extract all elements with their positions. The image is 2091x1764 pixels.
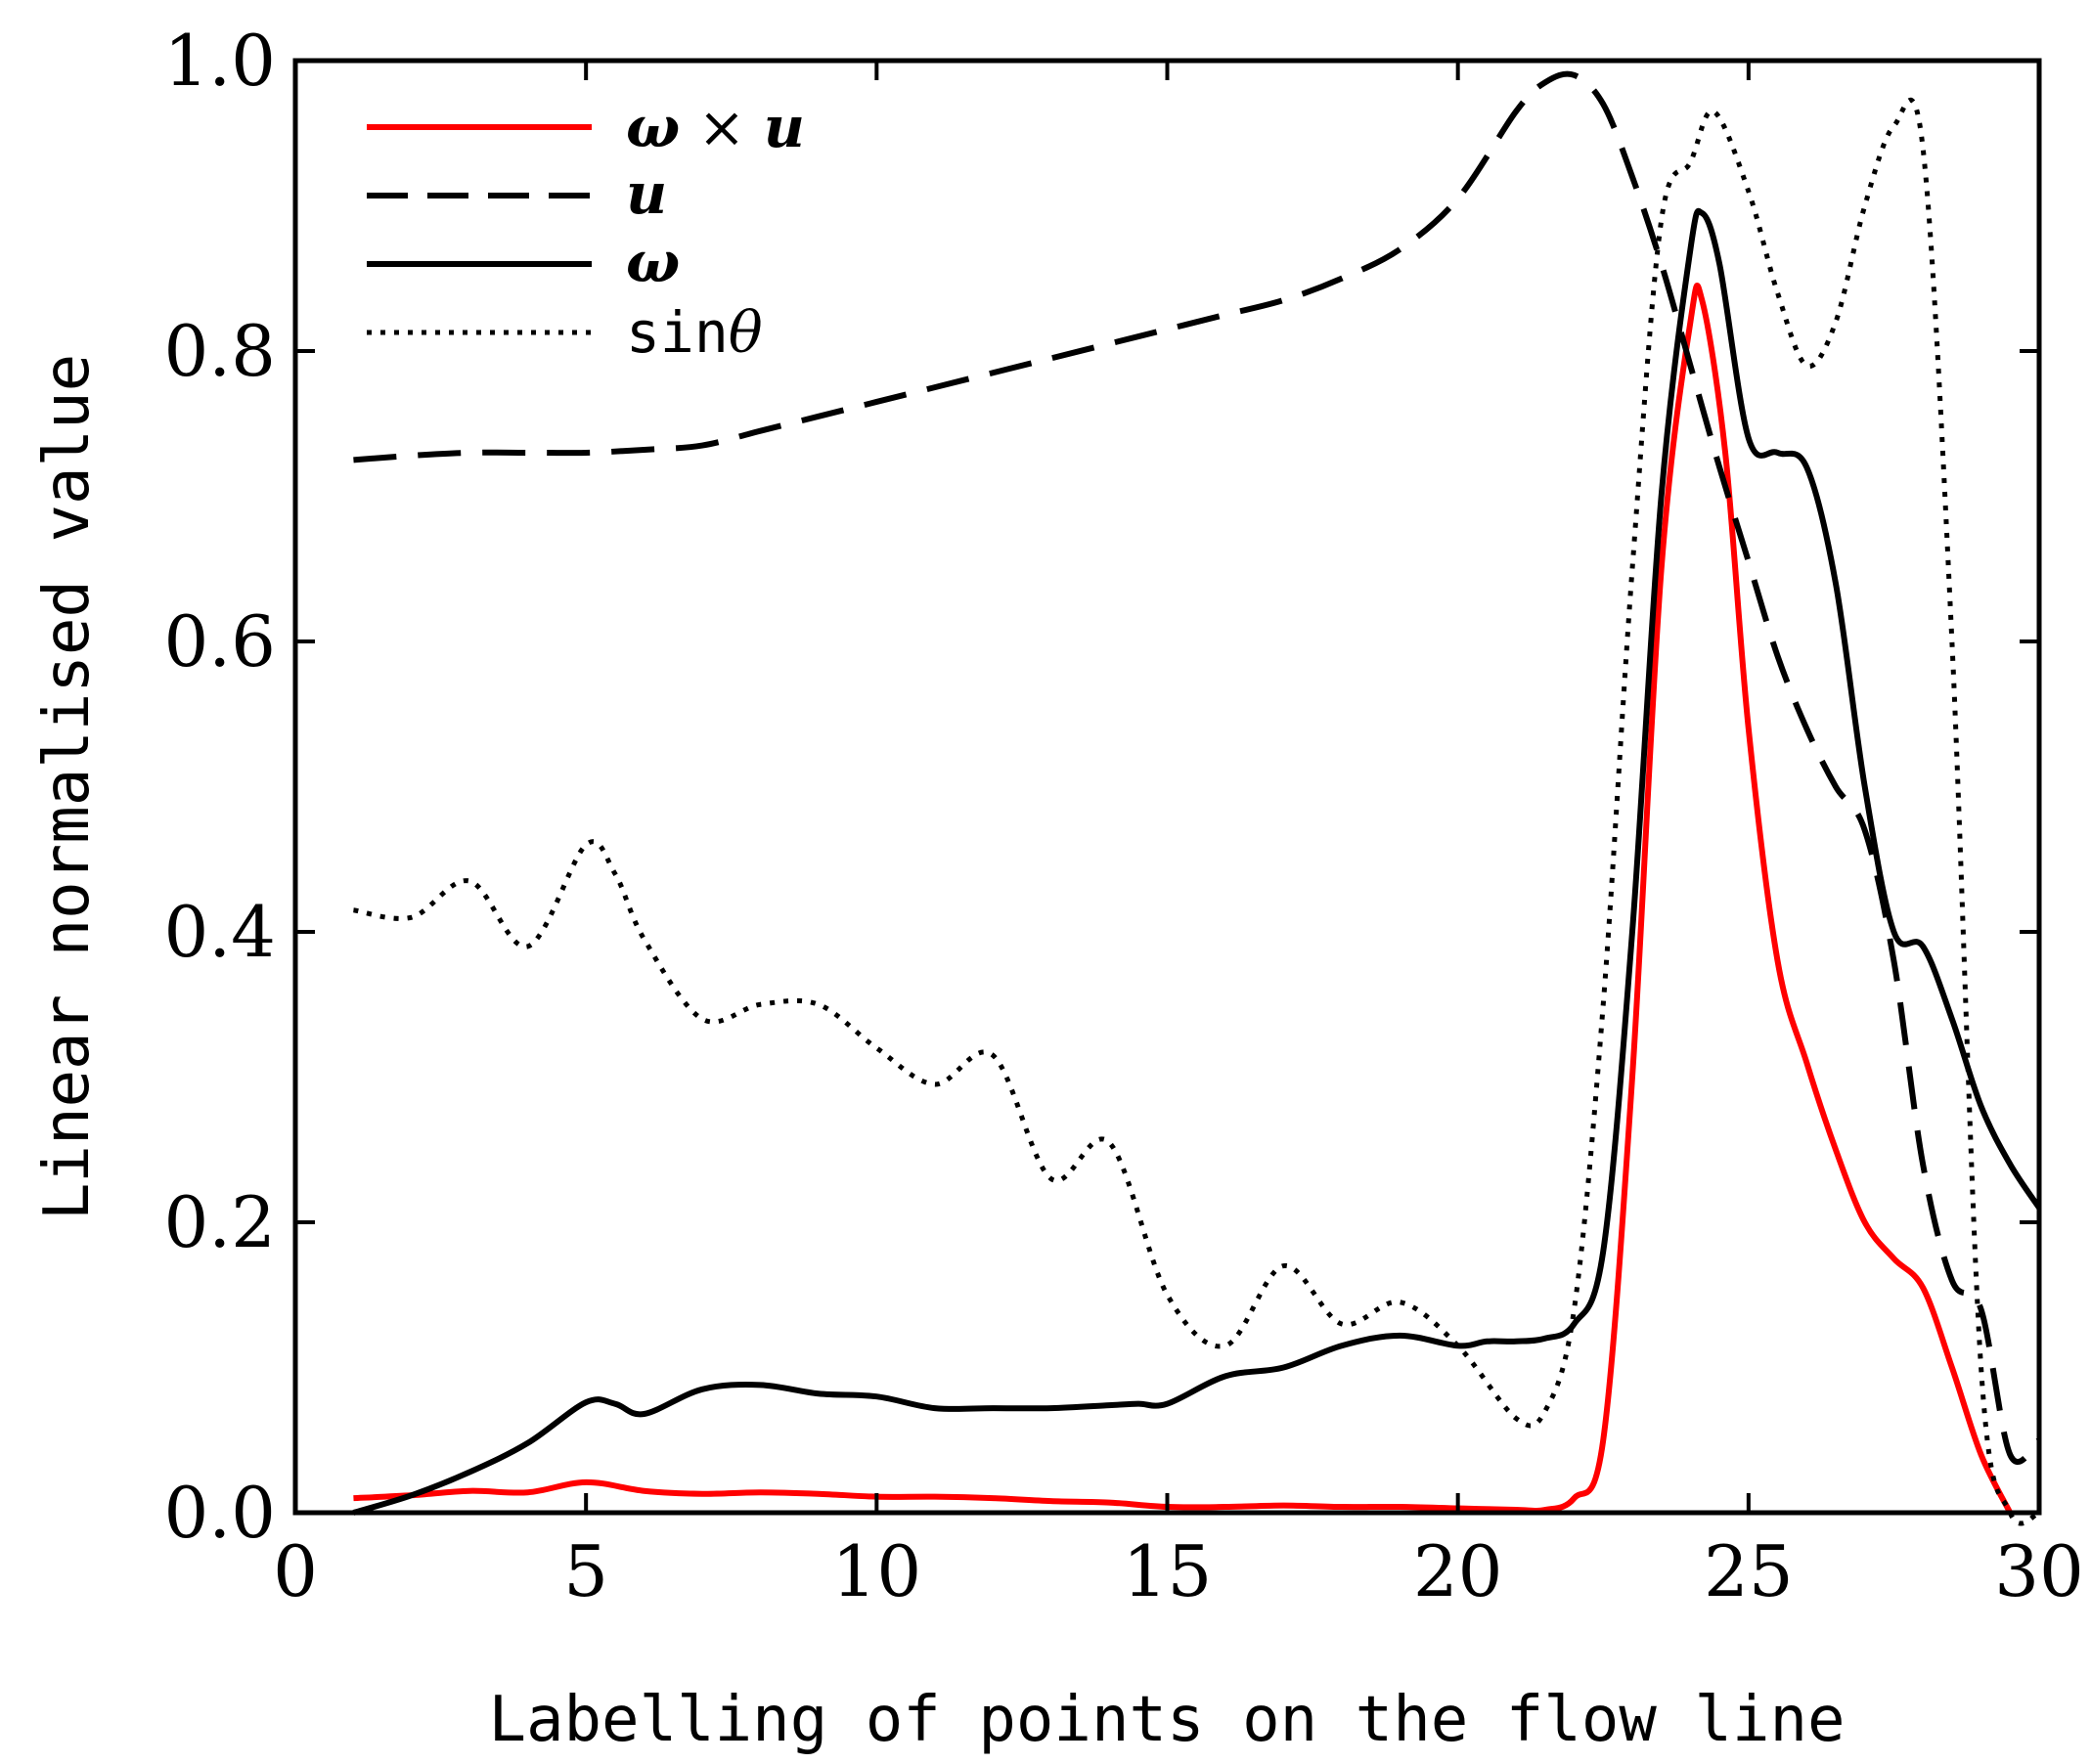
series-line-3 bbox=[352, 98, 2041, 1526]
y-tick-label: 0.0 bbox=[163, 1472, 276, 1554]
legend-entry-sin-theta: sinθ bbox=[367, 299, 763, 366]
x-tick-label: 25 bbox=[1704, 1530, 1794, 1612]
legend-entry-u: u bbox=[367, 160, 667, 227]
legend-label-u-symbol: u bbox=[764, 94, 805, 160]
x-tick-label: 10 bbox=[832, 1530, 922, 1612]
legend-entry-omega-cross-u: ω × u bbox=[367, 94, 805, 160]
axis-ticks bbox=[293, 59, 2041, 1515]
legend-label-omega: ω bbox=[626, 229, 680, 295]
legend-label-times-symbol: × bbox=[680, 94, 763, 160]
series-line-2 bbox=[352, 207, 2042, 1516]
y-axis-title: Linear normalised value bbox=[31, 354, 104, 1220]
legend-label-omega-cross-u: ω × u bbox=[626, 94, 805, 160]
legend-label-sin-theta: sinθ bbox=[626, 299, 763, 366]
y-tick-label: 0.8 bbox=[163, 310, 276, 392]
series-line-0 bbox=[353, 283, 2013, 1515]
legend-label-u: u bbox=[626, 160, 667, 227]
x-tick-label: 15 bbox=[1123, 1530, 1213, 1612]
x-tick-label: 20 bbox=[1413, 1530, 1503, 1612]
axis-tick-labels: 0 5 10 15 20 25 30 0.0 0.2 0.4 0.6 0.8 1.0 bbox=[163, 20, 2083, 1612]
legend-entry-omega: ω bbox=[367, 229, 680, 295]
y-tick-label: 0.2 bbox=[163, 1181, 276, 1263]
plot-area-frame bbox=[292, 58, 2042, 1516]
y-tick-label: 0.4 bbox=[163, 891, 276, 973]
y-tick-label: 1.0 bbox=[163, 20, 276, 102]
x-tick-label: 30 bbox=[1994, 1530, 2084, 1612]
legend: ω × u u ω sinθ bbox=[367, 94, 805, 366]
series-curves bbox=[352, 70, 2042, 1526]
x-tick-label: 5 bbox=[563, 1530, 608, 1612]
legend-label-sin: sin bbox=[626, 299, 729, 366]
y-tick-label: 0.6 bbox=[163, 600, 276, 683]
x-tick-label: 0 bbox=[273, 1530, 318, 1612]
legend-label-theta: θ bbox=[729, 299, 763, 366]
legend-label-omega-symbol: ω bbox=[626, 94, 680, 160]
series-line-1 bbox=[353, 70, 2042, 1465]
x-axis-title: Labelling of points on the flow line bbox=[488, 1684, 1845, 1756]
